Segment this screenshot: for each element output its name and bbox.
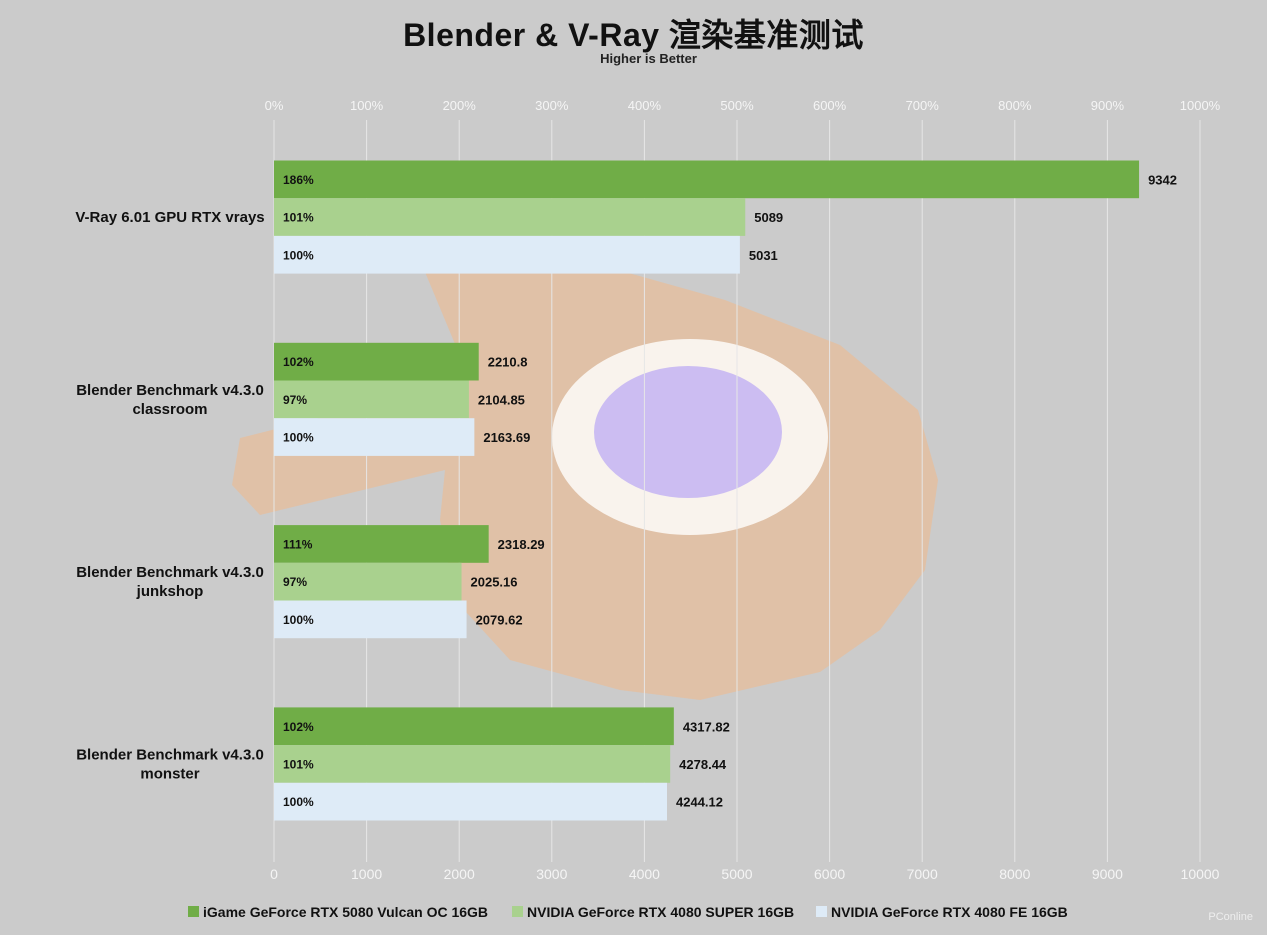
x-tick-label-6: 6000 <box>814 866 845 882</box>
top-axis-tick-label-3: 300% <box>535 98 569 113</box>
category-label-line: monster <box>140 765 199 782</box>
bar-value-label-2-2: 2079.62 <box>476 612 523 627</box>
bar-value-label-3-0: 4317.82 <box>683 719 730 734</box>
bar-value-label-3-2: 4244.12 <box>676 795 723 810</box>
bar-percent-label-1-0: 102% <box>283 355 314 369</box>
category-label-3: Blender Benchmark v4.3.0 monster <box>76 746 264 782</box>
bar-percent-label-2-0: 111% <box>283 537 313 551</box>
category-label-line: V-Ray 6.01 GPU RTX vrays <box>75 209 264 226</box>
top-axis-tick-label-0: 0% <box>265 98 284 113</box>
top-axis-tick-label-7: 700% <box>906 98 940 113</box>
top-axis-tick-label-4: 400% <box>628 98 662 113</box>
bar-percent-label-3-0: 102% <box>283 720 314 734</box>
x-tick-label-3: 3000 <box>536 866 567 882</box>
bar-percent-label-0-0: 186% <box>283 173 314 187</box>
background-logo-center <box>594 366 782 498</box>
x-tick-label-9: 9000 <box>1092 866 1123 882</box>
top-axis-tick-label-6: 600% <box>813 98 847 113</box>
bar-3-2 <box>274 782 668 821</box>
category-label-line: Blender Benchmark v4.3.0 <box>76 746 264 763</box>
legend-label-1: NVIDIA GeForce RTX 4080 SUPER 16GB <box>527 904 794 920</box>
category-label-line: junkshop <box>136 583 204 600</box>
top-axis-tick-label-10: 1000% <box>1180 98 1221 113</box>
bar-value-label-0-2: 5031 <box>749 248 778 263</box>
bar-percent-label-1-2: 100% <box>283 431 314 445</box>
top-axis-tick-label-9: 900% <box>1091 98 1125 113</box>
category-label-0: V-Ray 6.01 GPU RTX vrays <box>75 209 264 226</box>
category-label-1: Blender Benchmark v4.3.0 classroom <box>76 382 264 418</box>
bar-value-label-1-0: 2210.8 <box>488 355 528 370</box>
bar-percent-label-0-1: 101% <box>283 211 314 225</box>
legend-swatch-2 <box>816 906 827 917</box>
bar-2-2 <box>274 600 467 639</box>
bar-1-2 <box>274 418 475 456</box>
bar-value-label-3-1: 4278.44 <box>679 757 727 772</box>
chart-title: Blender & V-Ray 渲染基准测试 <box>403 17 864 53</box>
x-tick-label-5: 5000 <box>721 866 752 882</box>
x-tick-label-8: 8000 <box>999 866 1030 882</box>
bar-percent-label-3-2: 100% <box>283 795 314 809</box>
bar-1-1 <box>274 380 469 419</box>
watermark-text: PConline <box>1208 911 1253 923</box>
bar-2-1 <box>274 562 462 601</box>
x-tick-label-2: 2000 <box>444 866 475 882</box>
bar-percent-label-2-2: 100% <box>283 613 314 627</box>
x-tick-label-10: 10000 <box>1181 866 1220 882</box>
category-label-2: Blender Benchmark v4.3.0 junkshop <box>76 564 264 600</box>
bar-0-0 <box>274 160 1140 199</box>
bar-value-label-0-1: 5089 <box>754 210 783 225</box>
bar-value-label-2-0: 2318.29 <box>498 537 545 552</box>
chart-subtitle: Higher is Better <box>600 51 697 66</box>
bar-percent-label-2-1: 97% <box>283 575 307 589</box>
x-tick-label-4: 4000 <box>629 866 660 882</box>
bar-percent-label-3-1: 101% <box>283 757 314 771</box>
bar-value-label-2-1: 2025.16 <box>471 575 518 590</box>
bar-value-label-1-2: 2163.69 <box>483 430 530 445</box>
x-tick-label-1: 1000 <box>351 866 382 882</box>
category-label-line: classroom <box>132 401 207 418</box>
category-label-line: Blender Benchmark v4.3.0 <box>76 382 264 399</box>
bar-value-label-1-1: 2104.85 <box>478 392 525 407</box>
x-tick-label-7: 7000 <box>907 866 938 882</box>
top-axis-tick-label-1: 100% <box>350 98 384 113</box>
bar-0-1 <box>274 198 746 236</box>
top-axis-tick-label-8: 800% <box>998 98 1032 113</box>
legend-swatch-1 <box>512 906 523 917</box>
top-axis-tick-label-2: 200% <box>443 98 477 113</box>
x-tick-label-0: 0 <box>270 866 278 882</box>
legend-label-0: iGame GeForce RTX 5080 Vulcan OC 16GB <box>203 904 488 920</box>
bar-3-1 <box>274 745 671 783</box>
bar-1-0 <box>274 342 479 381</box>
top-axis-tick-label-5: 500% <box>720 98 754 113</box>
legend-swatch-0 <box>188 906 199 917</box>
bar-percent-label-0-2: 100% <box>283 248 314 262</box>
bar-value-label-0-0: 9342 <box>1148 172 1177 187</box>
category-label-line: Blender Benchmark v4.3.0 <box>76 564 264 581</box>
bar-0-2 <box>274 235 740 274</box>
legend-label-2: NVIDIA GeForce RTX 4080 FE 16GB <box>831 904 1068 920</box>
bar-3-0 <box>274 707 674 746</box>
bar-percent-label-1-1: 97% <box>283 393 307 407</box>
bar-2-0 <box>274 525 489 563</box>
